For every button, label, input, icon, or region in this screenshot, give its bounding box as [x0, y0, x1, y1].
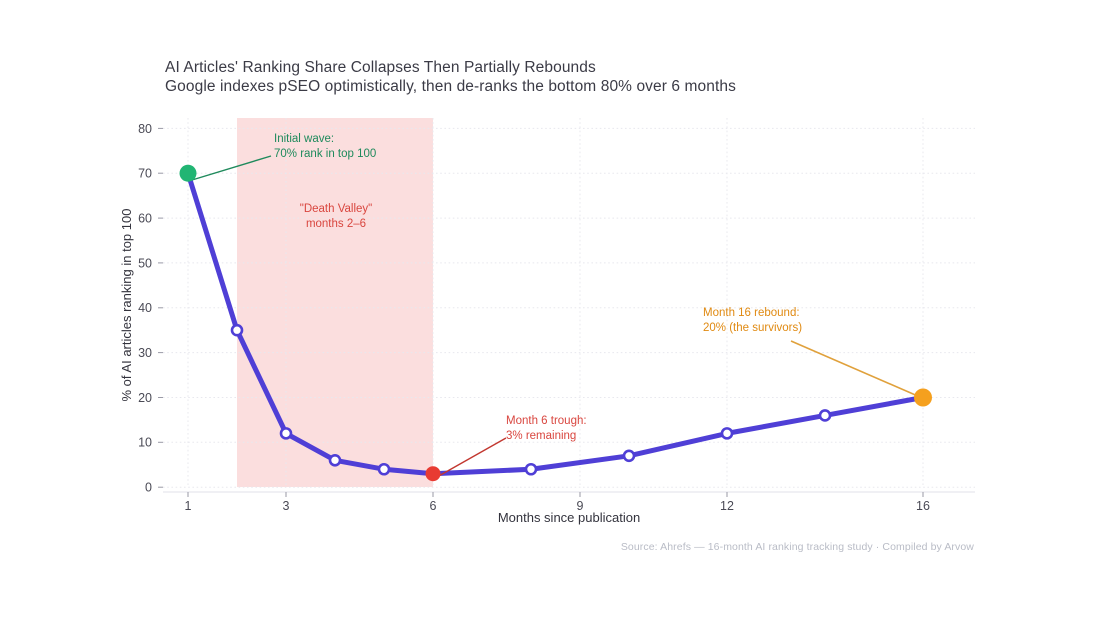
data-point-marker [328, 453, 342, 467]
x-gridlines [187, 118, 924, 487]
y-tick-label: 60 [138, 212, 152, 226]
initial-wave-leader-line [191, 155, 272, 181]
y-tick-label: 0 [145, 481, 152, 495]
y-tick-label: 70 [138, 167, 152, 181]
death-valley-band [237, 118, 433, 487]
y-tick-marks [158, 127, 163, 488]
month-16-rebound-leader-line [790, 340, 921, 398]
x-tick-label: 9 [577, 499, 584, 513]
chart-header: AI Articles' Ranking Share Collapses The… [165, 58, 965, 96]
x-tick-label: 16 [916, 499, 930, 513]
annotation-month-6-trough-line2: 3% remaining [506, 430, 576, 442]
data-point-markers [230, 323, 832, 476]
chart-title: AI Articles' Ranking Share Collapses The… [165, 59, 596, 76]
highlight-point-month-6-trough [425, 466, 441, 482]
annotation-death-valley-line1: "Death Valley" [300, 203, 373, 215]
month-6-trough-leader-line [436, 437, 507, 478]
y-tick-label: 40 [138, 301, 152, 315]
y-tick-label: 20 [138, 391, 152, 405]
data-point-marker [720, 427, 734, 440]
x-tick-label: 1 [185, 499, 192, 513]
annotation-month-6-trough-line1: Month 6 trough: [506, 415, 587, 427]
annotation-death-valley-line2: months 2–6 [306, 218, 366, 230]
data-point-marker [377, 462, 391, 476]
x-tick-marks [187, 492, 924, 497]
x-tick-label: 12 [720, 499, 734, 513]
chart-subtitle: Google indexes pSEO optimistically, then… [165, 78, 736, 95]
data-point-marker [524, 462, 538, 476]
x-tick-label: 3 [283, 499, 290, 513]
source-note: Source: Ahrefs — 16-month AI ranking tra… [620, 541, 974, 553]
y-axis-title: % of AI articles ranking in top 100 [119, 209, 134, 402]
annotation-month-16-rebound-line1: Month 16 rebound: [703, 307, 800, 319]
data-point-marker [818, 409, 832, 422]
data-point-marker [230, 323, 244, 337]
highlight-point-initial-wave [179, 164, 197, 182]
x-tick-label: 6 [430, 499, 437, 513]
data-point-marker [622, 449, 636, 463]
y-tick-label: 80 [138, 122, 152, 136]
highlight-point-month-16-rebound [914, 388, 932, 407]
x-axis-title: Months since publication [498, 510, 640, 525]
annotation-initial-wave-line2: 70% rank in top 100 [274, 148, 376, 160]
y-tick-label: 30 [138, 346, 152, 360]
y-tick-label: 50 [138, 256, 152, 270]
y-tick-label: 10 [138, 436, 152, 450]
data-point-marker [279, 427, 293, 440]
annotation-month-16-rebound-line2: 20% (the survivors) [703, 322, 802, 334]
annotation-initial-wave-line1: Initial wave: [274, 133, 334, 145]
